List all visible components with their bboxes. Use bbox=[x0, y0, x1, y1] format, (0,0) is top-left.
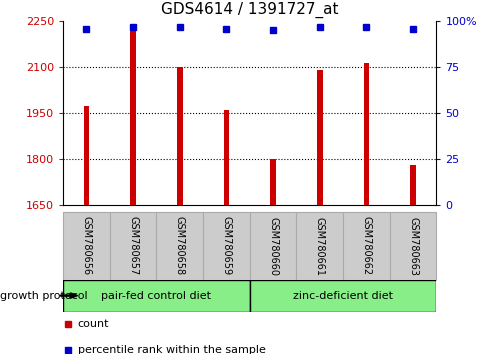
Bar bbox=[156, 212, 203, 280]
Text: GSM780659: GSM780659 bbox=[221, 216, 231, 276]
Bar bbox=[63, 280, 249, 312]
Text: count: count bbox=[77, 319, 109, 329]
Bar bbox=[109, 212, 156, 280]
Text: GSM780662: GSM780662 bbox=[361, 216, 371, 276]
Bar bbox=[363, 63, 368, 205]
Text: GSM780661: GSM780661 bbox=[314, 217, 324, 275]
Bar bbox=[249, 212, 296, 280]
Text: GSM780658: GSM780658 bbox=[174, 216, 184, 276]
Text: zinc-deficient diet: zinc-deficient diet bbox=[292, 291, 393, 301]
Text: growth protocol: growth protocol bbox=[0, 291, 88, 301]
Bar bbox=[83, 105, 89, 205]
Bar bbox=[177, 67, 182, 205]
Bar bbox=[409, 165, 415, 205]
Bar bbox=[249, 280, 436, 312]
Text: GSM780660: GSM780660 bbox=[268, 217, 277, 275]
Bar bbox=[342, 212, 389, 280]
Text: pair-fed control diet: pair-fed control diet bbox=[101, 291, 211, 301]
Title: GDS4614 / 1391727_at: GDS4614 / 1391727_at bbox=[161, 2, 338, 18]
Bar bbox=[296, 212, 342, 280]
Bar bbox=[223, 110, 229, 205]
Text: GSM780657: GSM780657 bbox=[128, 216, 138, 276]
Text: GSM780656: GSM780656 bbox=[81, 216, 91, 276]
Bar bbox=[317, 70, 322, 205]
Bar bbox=[203, 212, 249, 280]
Text: percentile rank within the sample: percentile rank within the sample bbox=[77, 345, 265, 354]
Bar bbox=[63, 212, 109, 280]
Bar bbox=[389, 212, 436, 280]
Text: GSM780663: GSM780663 bbox=[408, 217, 417, 275]
Bar bbox=[130, 27, 136, 205]
Bar bbox=[270, 159, 275, 205]
